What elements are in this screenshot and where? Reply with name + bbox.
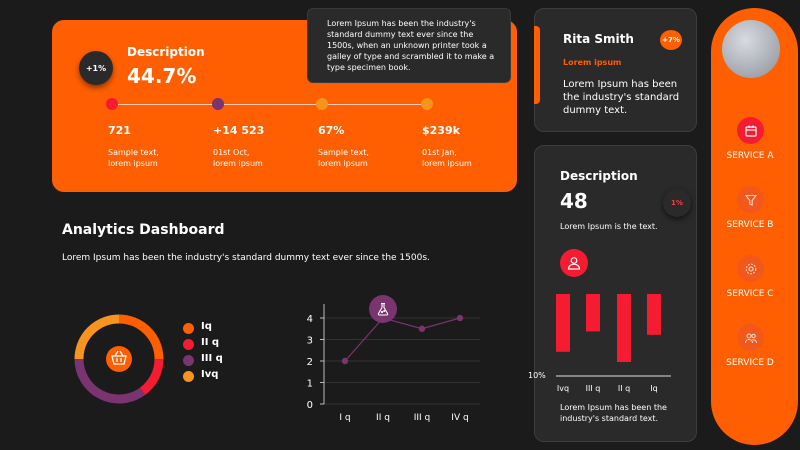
- stats-bar-chart: Ivq III q II q Iq: [556, 294, 671, 393]
- metric-caption: 01st Jan, lorem ipsum: [422, 148, 472, 168]
- change-badge: +1%: [79, 51, 113, 85]
- basket-icon: [106, 346, 132, 372]
- legend-dot: [183, 355, 194, 366]
- service-b-label[interactable]: SERVICE B: [726, 220, 774, 230]
- stats-text: Lorem Ipsum is the text.: [560, 222, 658, 231]
- sidebar: [711, 8, 798, 445]
- legend-dot: [183, 323, 194, 334]
- section-description: Lorem Ipsum has been the industry's stan…: [62, 253, 430, 263]
- donut-segment: [74, 358, 146, 404]
- x-tick-label: III q: [414, 413, 431, 423]
- data-point: [418, 325, 426, 332]
- tooltip: Lorem Ipsum has been the industry's stan…: [307, 8, 511, 83]
- legend-label: Iq: [201, 321, 212, 332]
- bar: [556, 294, 570, 352]
- donut-segment: [74, 314, 120, 360]
- profile-subtitle: Lorem ipsum: [563, 58, 622, 67]
- avatar[interactable]: [722, 20, 780, 78]
- service-c-label[interactable]: SERVICE C: [726, 289, 774, 299]
- legend-label: Ivq: [201, 369, 219, 380]
- x-tick-label: II q: [618, 384, 630, 393]
- profile-name: Rita Smith: [563, 32, 634, 46]
- metric-value: +14 523: [213, 124, 265, 137]
- summary-title: Description: [127, 45, 205, 59]
- line-chart: 0 1 2 3 4 I q II q III q IV q: [307, 304, 480, 423]
- service-a-label[interactable]: SERVICE A: [726, 151, 774, 161]
- x-tick-label: II q: [376, 413, 390, 423]
- basket-icon-glyph: [111, 350, 127, 365]
- y-tick-label: 4: [307, 314, 313, 325]
- x-tick-label: Iq: [650, 384, 657, 393]
- y-tick-label: 0: [307, 400, 313, 411]
- users-icon: [560, 249, 588, 277]
- metric-caption: Sample text, lorem ipsum: [318, 148, 369, 168]
- donut-chart: [74, 314, 164, 404]
- profile-card: [534, 8, 697, 132]
- x-tick-label: Ivq: [557, 384, 569, 393]
- timeline-dot: [106, 98, 118, 110]
- x-tick-label: III q: [586, 384, 601, 393]
- timeline-line: [112, 104, 430, 105]
- metric-value: 67%: [318, 124, 345, 137]
- metric-value: 721: [108, 124, 131, 137]
- stats-value: 48: [560, 189, 588, 213]
- metric-value: $239k: [422, 124, 460, 137]
- calendar-icon[interactable]: [737, 117, 764, 144]
- y-tick-label: 2: [307, 357, 313, 368]
- section-title: Analytics Dashboard: [62, 222, 225, 238]
- legend-label: III q: [201, 353, 223, 364]
- profile-change-badge: +7%: [660, 30, 682, 50]
- bar: [617, 294, 631, 362]
- legend-dot: [183, 371, 194, 382]
- bar: [647, 294, 661, 335]
- summary-value: 44.7%: [127, 64, 197, 88]
- timeline-dot: [212, 98, 224, 110]
- flask-icon: [369, 295, 397, 323]
- timeline-dot: [316, 98, 328, 110]
- y-tick-label: 3: [307, 336, 313, 347]
- metric-caption: 01st Oct, lorem ipsum: [213, 148, 263, 168]
- stats-title: Description: [560, 169, 638, 183]
- x-tick-label: I q: [339, 413, 350, 423]
- legend-label: II q: [201, 337, 220, 348]
- users-icon[interactable]: [737, 324, 764, 351]
- x-tick-label: IV q: [451, 413, 468, 423]
- legend-dot: [183, 339, 194, 350]
- bar: [586, 294, 600, 332]
- service-d-label[interactable]: SERVICE D: [726, 358, 774, 368]
- profile-accent-bar: [534, 26, 540, 104]
- profile-text: Lorem Ipsum has been the industry's stan…: [563, 79, 680, 116]
- stats-change-badge: 1%: [663, 189, 691, 217]
- data-point: [341, 357, 349, 365]
- y-tick-label: 1: [307, 379, 313, 390]
- axis-label: 10%: [528, 371, 546, 380]
- stats-footer: Lorem Ipsum has been the industry's stan…: [560, 403, 667, 423]
- gear-icon[interactable]: [737, 255, 764, 282]
- metric-caption: Sample text, lorem ipsum: [108, 148, 159, 168]
- donut-segment: [139, 358, 164, 396]
- timeline-dot: [421, 98, 433, 110]
- donut-segment: [118, 314, 164, 360]
- filter-icon[interactable]: [737, 186, 764, 213]
- data-point: [456, 314, 464, 322]
